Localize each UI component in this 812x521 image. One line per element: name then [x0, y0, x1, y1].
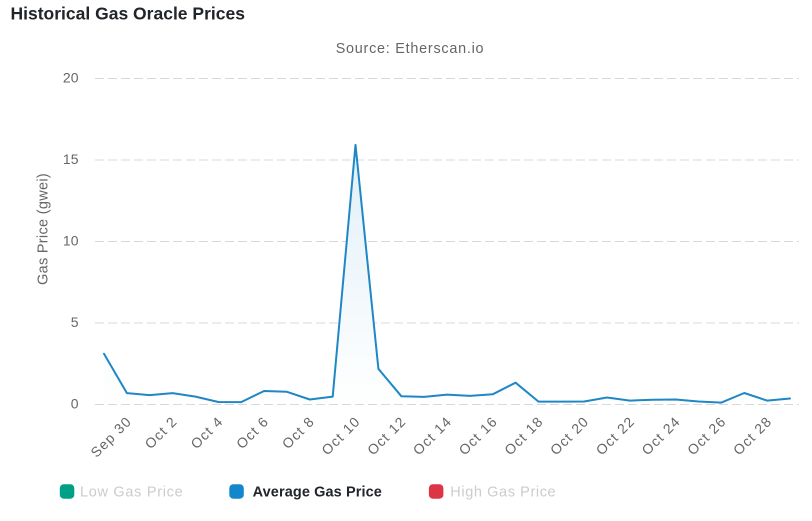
svg-text:Gas Price (gwei): Gas Price (gwei) [36, 173, 52, 285]
svg-text:Average Gas Price: Average Gas Price [253, 485, 382, 501]
svg-text:15: 15 [63, 151, 79, 167]
svg-text:Low Gas Price: Low Gas Price [80, 485, 183, 501]
svg-text:20: 20 [63, 70, 79, 86]
svg-text:High Gas Price: High Gas Price [450, 485, 556, 501]
svg-text:Historical Gas Oracle Prices: Historical Gas Oracle Prices [11, 3, 246, 23]
svg-text:0: 0 [71, 396, 79, 412]
svg-text:5: 5 [71, 314, 79, 330]
svg-text:10: 10 [63, 233, 79, 249]
svg-text:Source: Etherscan.io: Source: Etherscan.io [336, 41, 485, 57]
